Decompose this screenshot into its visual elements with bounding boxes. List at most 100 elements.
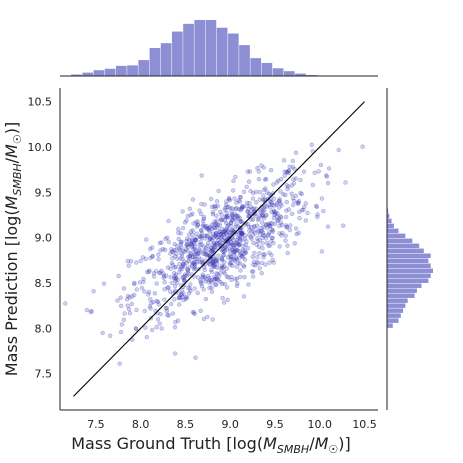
scatter-point (261, 209, 266, 214)
scatter-point (271, 182, 276, 187)
scatter-point (198, 239, 203, 245)
scatter-point (315, 212, 320, 217)
scatter-point (107, 333, 113, 338)
scatter-point (180, 256, 185, 262)
scatter-point (253, 263, 258, 268)
scatter-point (309, 142, 314, 148)
scatter-point (185, 267, 190, 272)
scatter-point (180, 225, 186, 231)
scatter-point (269, 238, 274, 244)
scatter-point (222, 249, 227, 254)
x-hist-bar (194, 20, 206, 76)
x-hist-bar (216, 27, 228, 77)
scatter-point (147, 268, 152, 273)
scatter-point (191, 254, 196, 260)
y-tick-labels: 7.5 8.0 8.5 9.0 9.5 10.0 10.5 (28, 96, 53, 381)
scatter-point (360, 144, 365, 149)
scatter-point (214, 242, 219, 247)
scatter-point (225, 275, 231, 280)
scatter-point (239, 206, 244, 212)
scatter-point (257, 213, 263, 219)
scatter-point (171, 275, 177, 281)
scatter-point (267, 250, 272, 256)
scatter-point (248, 225, 254, 230)
scatter-point (241, 263, 246, 268)
scatter-point (232, 257, 237, 262)
scatter-point (297, 216, 302, 221)
scatter-point (214, 241, 220, 246)
identity-line (73, 101, 365, 397)
scatter-point (279, 203, 284, 208)
scatter-point (194, 235, 200, 240)
scatter-point (202, 274, 208, 280)
scatter-point (239, 219, 244, 224)
scatter-point (134, 307, 139, 313)
scatter-point (219, 256, 225, 261)
scatter-point (176, 295, 182, 301)
scatter-point (117, 361, 122, 366)
scatter-point (192, 264, 197, 269)
scatter-point (221, 253, 227, 258)
scatter-point (197, 242, 202, 248)
scatter-point (302, 204, 307, 210)
scatter-point (184, 238, 189, 244)
scatter-point (237, 243, 242, 248)
scatter-point (222, 206, 228, 211)
scatter-point (172, 265, 177, 270)
scatter-point (219, 247, 224, 252)
scatter-point (210, 259, 216, 264)
scatter-point (251, 259, 257, 264)
scatter-point (124, 297, 130, 302)
x-hist-bar (115, 65, 127, 76)
scatter-point (202, 202, 207, 207)
scatter-point (158, 248, 163, 253)
scatter-point (250, 206, 255, 212)
x-hist-bar (272, 68, 284, 76)
scatter-point (261, 252, 266, 257)
scatter-point (204, 277, 209, 282)
scatter-point (212, 274, 217, 280)
scatter-point (249, 269, 255, 274)
scatter-point (217, 222, 223, 227)
scatter-point (276, 205, 282, 210)
scatter-point (280, 230, 285, 236)
scatter-point (225, 297, 230, 302)
y-hist-bar (387, 213, 390, 219)
scatter-point (188, 282, 193, 287)
scatter-point (196, 275, 201, 280)
scatter-point (180, 294, 185, 300)
scatter-point (318, 162, 324, 168)
scatter-point (223, 245, 229, 250)
scatter-point (201, 244, 206, 249)
scatter-point (288, 223, 293, 228)
scatter-point (163, 236, 168, 242)
scatter-point (289, 183, 294, 188)
scatter-point (244, 239, 249, 244)
scatter-point (182, 277, 187, 283)
scatter-point (244, 184, 249, 190)
scatter-point (238, 208, 243, 213)
scatter-point (214, 223, 219, 228)
scatter-point (286, 184, 291, 189)
scatter-point (211, 240, 217, 245)
scatter-point (233, 247, 239, 252)
scatter-point (238, 251, 244, 256)
scatter-point (216, 253, 221, 258)
scatter-point (225, 239, 230, 244)
scatter-point (182, 259, 187, 264)
scatter-point (184, 243, 189, 248)
scatter-point (159, 240, 164, 245)
scatter-point (267, 260, 272, 265)
scatter-point (315, 214, 320, 220)
scatter-point (211, 264, 216, 269)
scatter-point (269, 235, 275, 241)
scatter-point (217, 239, 223, 245)
scatter-point (222, 281, 228, 287)
scatter-point (63, 301, 68, 306)
scatter-point (194, 238, 199, 243)
scatter-point (271, 196, 277, 201)
scatter-point (162, 287, 167, 292)
scatter-point (150, 254, 155, 259)
scatter-point (162, 297, 167, 302)
scatter-point (336, 147, 341, 153)
